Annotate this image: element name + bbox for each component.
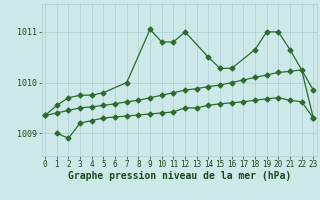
X-axis label: Graphe pression niveau de la mer (hPa): Graphe pression niveau de la mer (hPa)	[68, 171, 291, 181]
